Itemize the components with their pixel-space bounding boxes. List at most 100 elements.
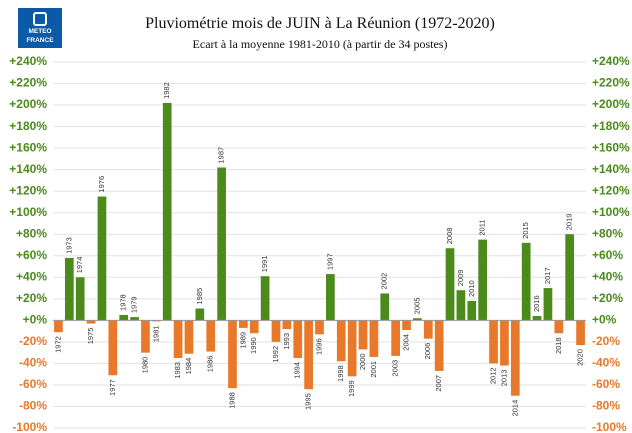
bar (478, 239, 488, 321)
y-tick-label: -20% (19, 334, 47, 348)
year-label: 1989 (238, 332, 247, 349)
y2-tick-label: +60% (592, 248, 623, 262)
year-label: 2004 (402, 334, 411, 351)
y-tick-label: +80% (16, 226, 47, 240)
y-tick-label: +140% (9, 162, 47, 176)
year-label: 1977 (108, 379, 117, 396)
bar (347, 320, 357, 377)
bar (228, 320, 237, 389)
year-label: 1981 (151, 325, 160, 342)
y-tick-label: -80% (19, 399, 47, 413)
bar (576, 320, 585, 346)
y2-tick-label: +180% (592, 119, 630, 133)
bar (86, 320, 96, 324)
bar (532, 316, 542, 321)
year-label: 1991 (260, 256, 269, 273)
year-label: 1995 (304, 393, 313, 410)
logo (18, 8, 62, 48)
bar (184, 320, 194, 354)
year-label: 1978 (119, 294, 128, 311)
year-label: 2009 (456, 270, 465, 287)
bar (413, 318, 422, 321)
year-label: 1974 (75, 257, 84, 274)
y-tick-label: +20% (16, 291, 47, 305)
bar (402, 320, 411, 331)
y2-tick-label: +0% (592, 313, 617, 327)
y-tick-label: -100% (12, 420, 47, 433)
year-label: 1988 (227, 392, 236, 409)
bar (456, 290, 466, 321)
y2-tick-label: +40% (592, 269, 623, 283)
bar (119, 314, 129, 321)
year-label: 2017 (543, 267, 552, 284)
year-label: 2019 (565, 214, 574, 231)
year-label: 1976 (97, 176, 106, 193)
y-tick-label: +120% (9, 183, 47, 197)
year-label: 2006 (423, 343, 432, 360)
y2-tick-label: +100% (592, 205, 630, 219)
year-label: 1998 (336, 365, 345, 382)
year-label: 2003 (391, 360, 400, 377)
year-label: 2014 (510, 400, 519, 417)
bar (380, 293, 390, 321)
year-label: 2018 (554, 337, 563, 354)
y2-tick-label: +120% (592, 183, 630, 197)
bar (391, 320, 400, 356)
y-tick-label: +220% (9, 76, 47, 90)
year-label: 1999 (347, 380, 356, 397)
year-label: 1972 (53, 336, 62, 353)
bar (54, 320, 63, 333)
y2-tick-label: +200% (592, 97, 630, 111)
bar (130, 317, 139, 321)
y-tick-label: +60% (16, 248, 47, 262)
bar (64, 257, 74, 321)
year-label: 1975 (86, 328, 95, 345)
year-label: 1973 (64, 237, 73, 254)
y2-tick-label: +20% (592, 291, 623, 305)
year-label: 1994 (293, 362, 302, 379)
year-label: 2007 (434, 375, 443, 392)
bar (543, 288, 553, 321)
bar (75, 277, 85, 321)
y2-tick-label: +160% (592, 140, 630, 154)
bar (554, 320, 564, 334)
y-tick-label: +180% (9, 119, 47, 133)
bar (293, 320, 303, 359)
bar (108, 320, 118, 376)
year-label: 1987 (217, 147, 226, 164)
year-label: 2020 (576, 349, 585, 366)
year-label: 2015 (521, 222, 530, 239)
bar (434, 320, 444, 371)
y2-tick-label: -100% (592, 420, 627, 433)
y-tick-label: +240% (9, 54, 47, 68)
bar (206, 320, 216, 352)
bar (336, 320, 346, 362)
year-label: 1990 (249, 337, 258, 354)
y2-tick-label: +240% (592, 54, 630, 68)
year-label: 2002 (380, 273, 389, 290)
bar (239, 320, 248, 328)
bar (97, 196, 107, 321)
bar (271, 320, 281, 342)
bar (500, 320, 509, 366)
year-label: 1992 (271, 346, 280, 363)
bar (510, 320, 520, 396)
chart-title: Pluviométrie mois de JUIN à La Réunion (… (145, 15, 495, 32)
y2-tick-label: +80% (592, 226, 623, 240)
year-label: 2000 (358, 353, 367, 370)
logo-text: FRANCE (26, 37, 54, 44)
y2-tick-label: -60% (592, 377, 620, 391)
bar (315, 320, 324, 335)
bar (326, 274, 335, 321)
year-label: 2010 (467, 280, 476, 297)
bar (195, 308, 205, 321)
year-label: 2013 (499, 370, 508, 387)
bar (217, 167, 226, 321)
bar (445, 248, 455, 321)
bar (282, 320, 292, 329)
bar (423, 320, 433, 339)
y2-tick-label: -20% (592, 334, 620, 348)
y2-tick-label: -40% (592, 356, 620, 370)
y2-tick-label: +140% (592, 162, 630, 176)
